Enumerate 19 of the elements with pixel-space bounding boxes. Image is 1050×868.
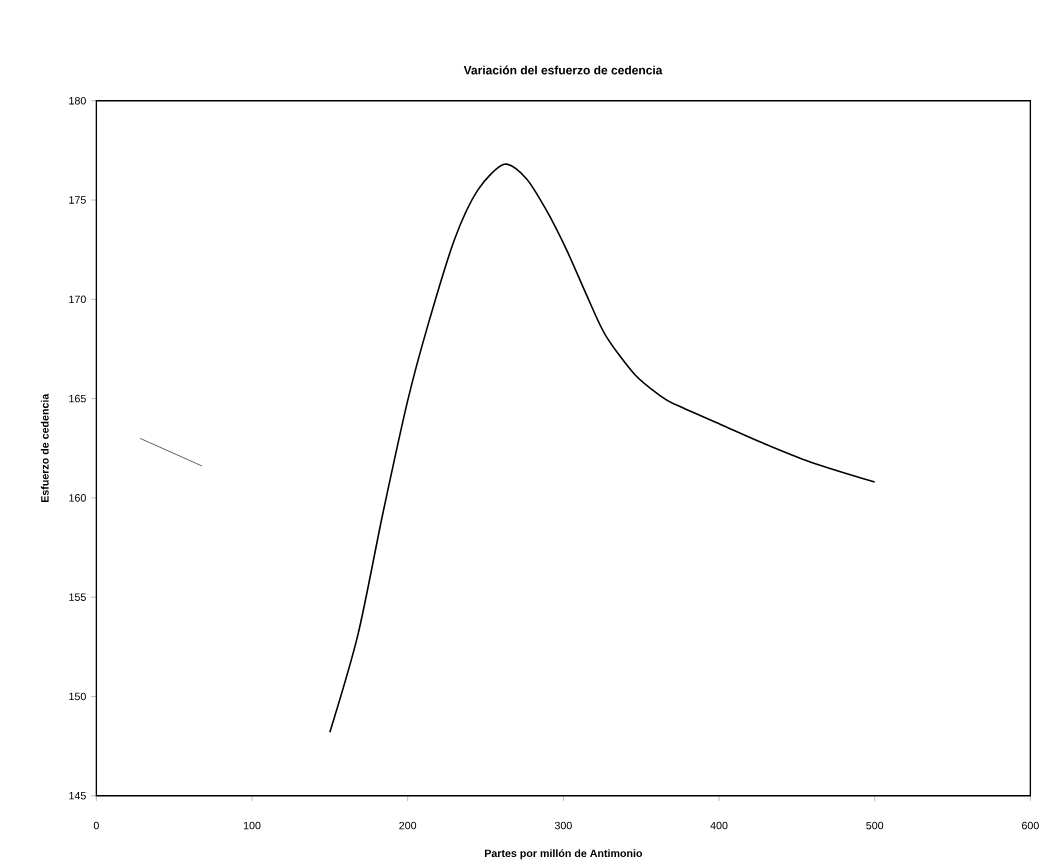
x-tick-label: 200 xyxy=(399,821,417,830)
y-tick-label: 165 xyxy=(69,394,86,403)
x-tick-label: 100 xyxy=(243,821,261,830)
y-tick-label: 180 xyxy=(69,96,86,105)
y-tick-label: 170 xyxy=(69,295,86,304)
y-tick-label: 175 xyxy=(69,196,86,204)
line-series xyxy=(329,163,876,733)
x-tick-label: 400 xyxy=(710,821,728,830)
y-tick-label: 160 xyxy=(69,494,86,502)
x-axis-title: Partes por millón de Antimonio xyxy=(484,849,643,860)
chart-title: Variación del esfuerzo de cedencia xyxy=(463,65,663,75)
x-tick-label: 600 xyxy=(1022,821,1039,830)
x-tick-label: 0 xyxy=(93,821,99,830)
y-tick-label: 150 xyxy=(69,692,86,701)
x-tick-label: 500 xyxy=(866,821,884,830)
y-tick-label: 155 xyxy=(69,593,86,601)
y-axis-title: Esfuerzo de cedencia xyxy=(40,393,49,503)
y-tick-label: 145 xyxy=(69,792,86,800)
x-tick-label: 300 xyxy=(554,821,572,830)
